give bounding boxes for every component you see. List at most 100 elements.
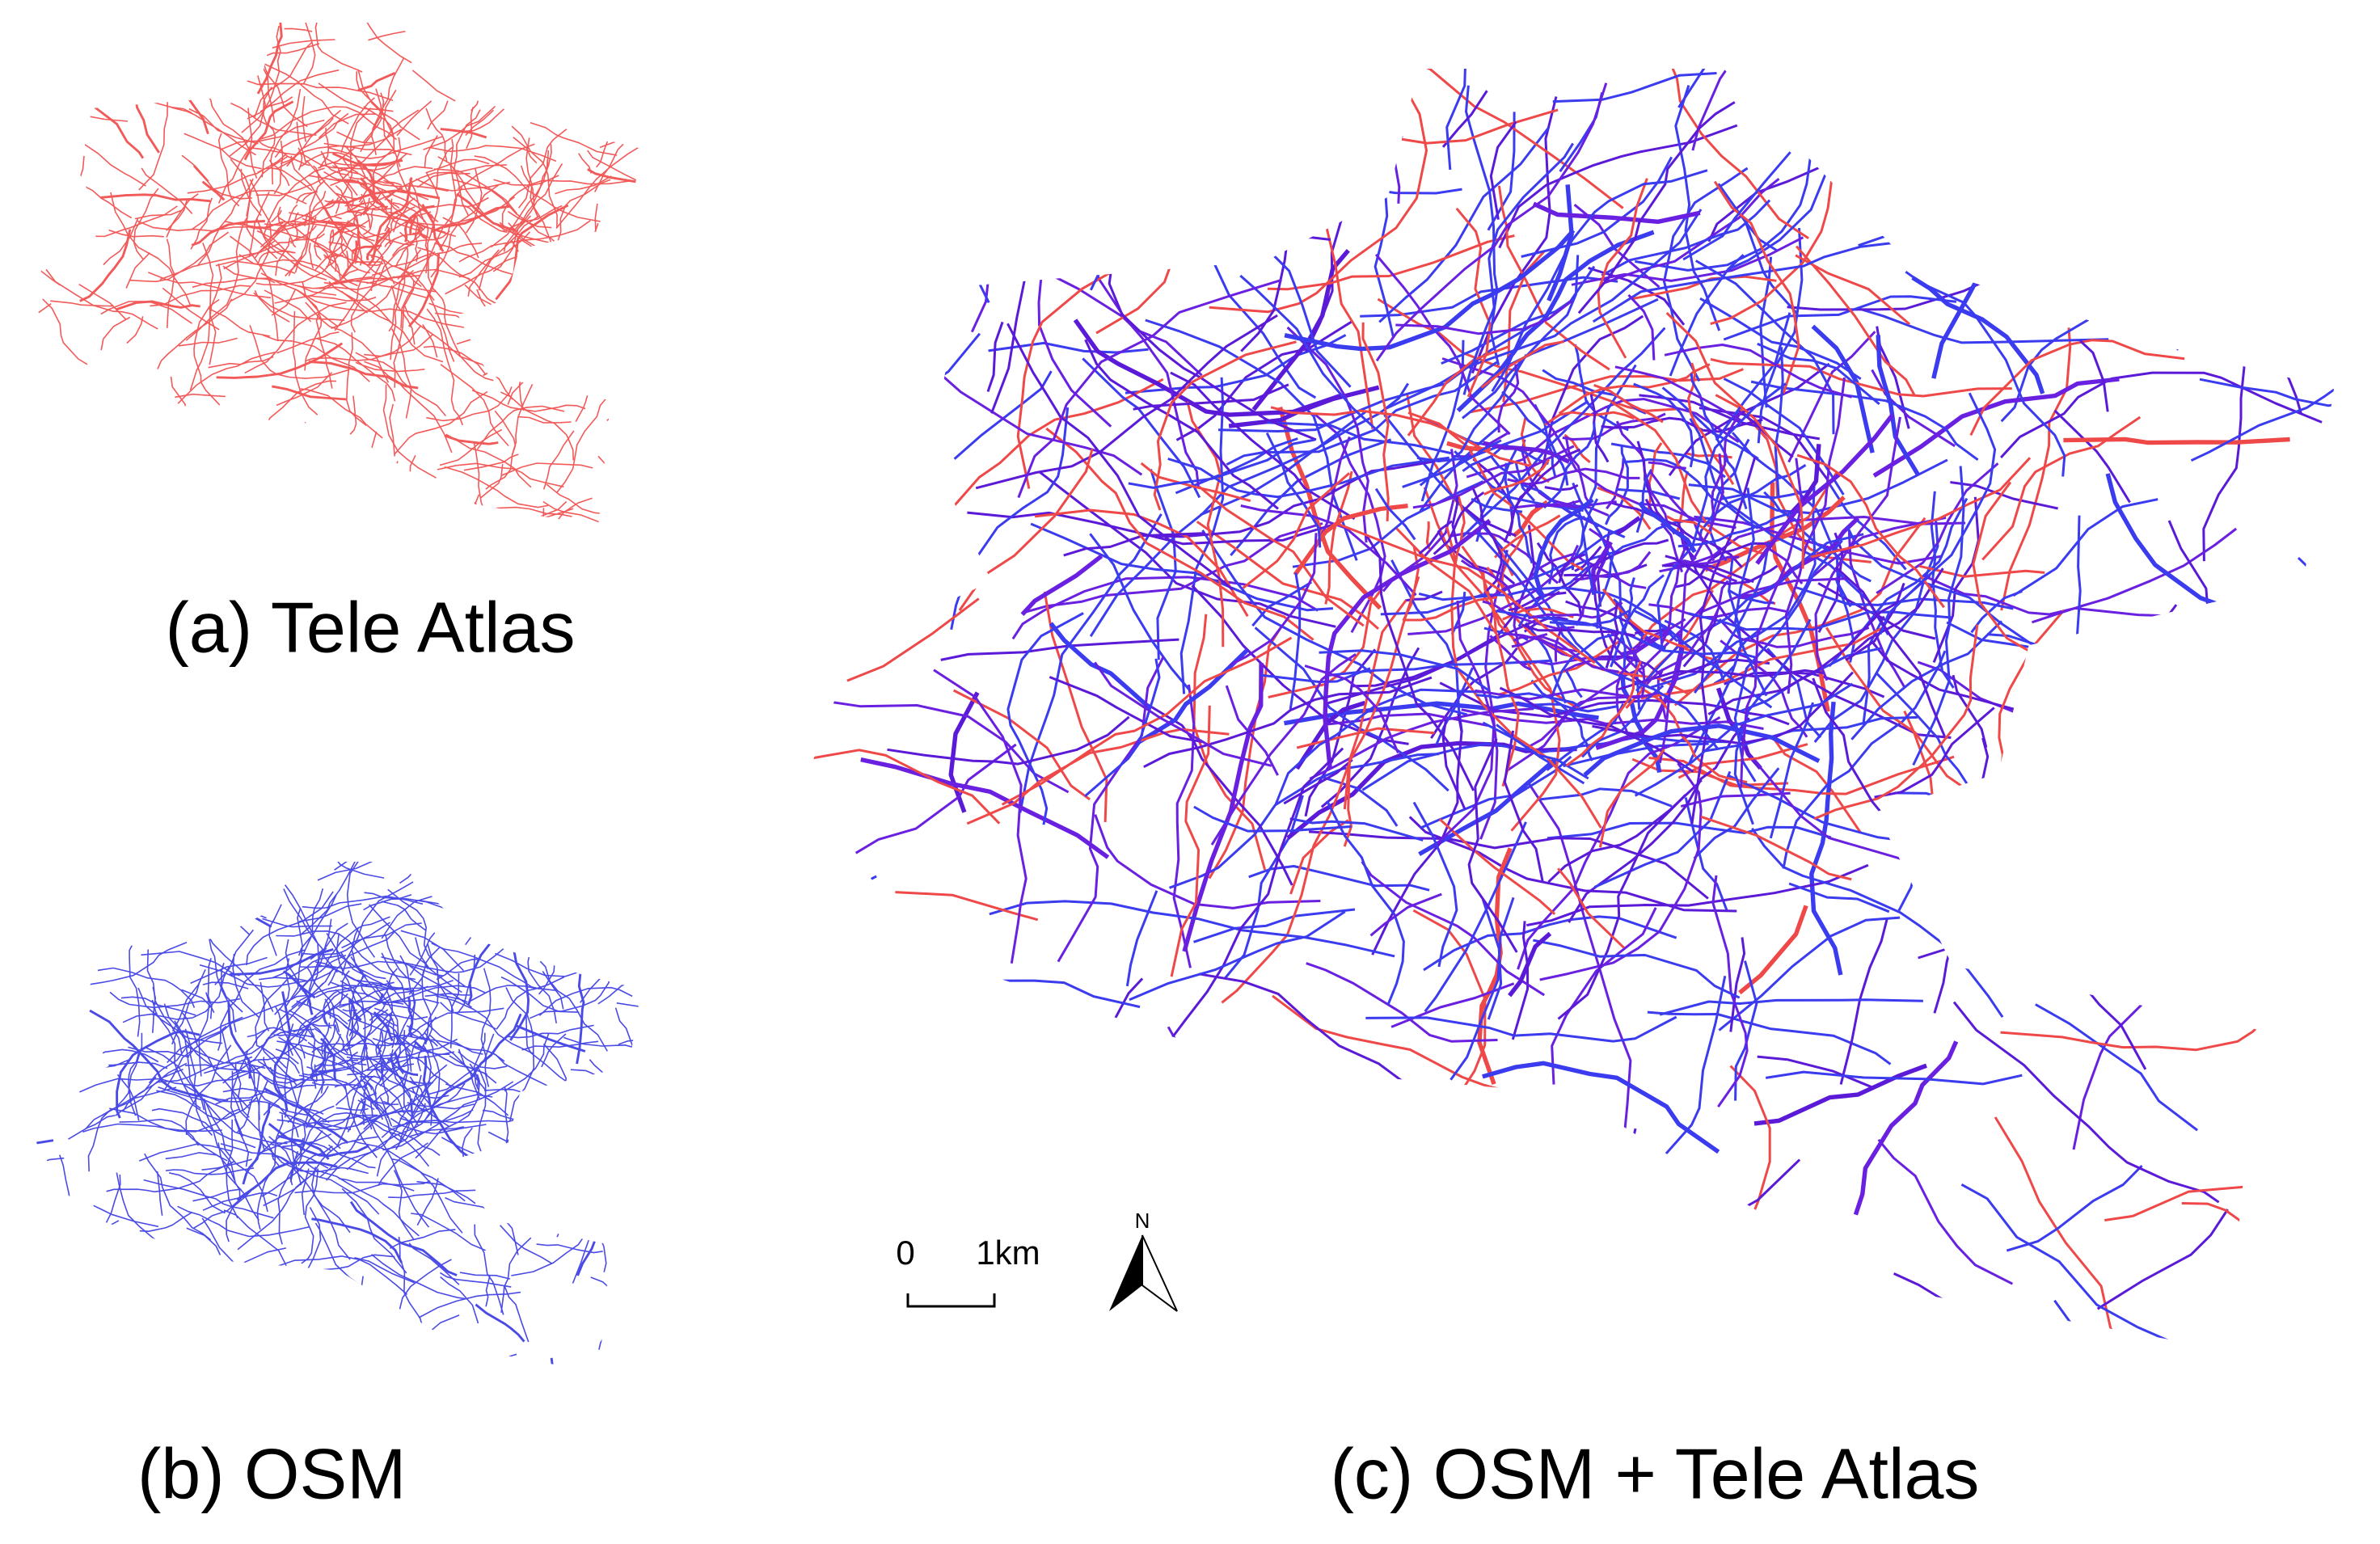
- road: [500, 391, 574, 461]
- road: [242, 1102, 271, 1185]
- road: [538, 986, 633, 1016]
- road: [452, 179, 558, 245]
- road: [1309, 830, 1709, 900]
- road: [247, 1057, 301, 1074]
- road: [1084, 658, 1161, 797]
- road: [1596, 550, 1616, 629]
- road: [1709, 438, 1750, 562]
- road: [1043, 591, 1108, 822]
- road: [1809, 701, 1843, 976]
- road: [298, 862, 357, 937]
- road: [1659, 998, 1923, 1016]
- road: [2032, 938, 2147, 1070]
- road: [2202, 331, 2249, 562]
- road: [137, 220, 271, 232]
- road: [1765, 1070, 2023, 1086]
- road: [156, 1171, 163, 1216]
- road: [1435, 667, 1474, 745]
- road: [418, 1291, 521, 1318]
- road: [587, 150, 641, 191]
- road: [499, 1086, 509, 1196]
- road: [606, 395, 641, 421]
- road: [273, 141, 284, 195]
- road: [308, 243, 314, 269]
- road: [1723, 378, 1845, 496]
- road: [272, 39, 335, 49]
- road: [264, 289, 312, 323]
- road: [275, 1006, 305, 1107]
- road: [1108, 234, 1317, 441]
- road: [1994, 1116, 2129, 1350]
- road: [1186, 401, 1225, 648]
- road: [616, 1002, 641, 1022]
- road: [314, 1112, 372, 1125]
- road: [244, 421, 306, 520]
- road: [327, 1144, 376, 1169]
- road: [590, 1276, 641, 1310]
- road: [329, 229, 335, 247]
- road: [258, 140, 310, 167]
- road: [1320, 647, 1420, 808]
- road: [373, 1007, 395, 1048]
- road: [1551, 907, 1657, 1085]
- road: [202, 981, 249, 989]
- road: [286, 109, 342, 167]
- road: [1320, 775, 1399, 827]
- road: [150, 285, 251, 307]
- road: [394, 1033, 401, 1064]
- road: [1814, 416, 1901, 681]
- road: [297, 276, 395, 291]
- road: [1191, 584, 1409, 745]
- road: [2032, 527, 2238, 624]
- road: [1513, 635, 1619, 673]
- road: [1639, 394, 1821, 441]
- road: [1600, 178, 1780, 286]
- road: [416, 1353, 517, 1373]
- road: [1585, 364, 1637, 508]
- road: [437, 462, 564, 487]
- road: [434, 243, 521, 277]
- road: [1324, 470, 1353, 605]
- road: [1023, 522, 1323, 614]
- road: [1757, 1055, 1874, 1089]
- road: [109, 1107, 222, 1132]
- road: [1787, 255, 2022, 311]
- road: [341, 1188, 407, 1274]
- road: [231, 1070, 281, 1168]
- road: [439, 138, 458, 251]
- road: [242, 221, 284, 230]
- road: [298, 954, 347, 990]
- road: [323, 254, 342, 281]
- road: [1665, 312, 1805, 569]
- road: [469, 441, 490, 526]
- road: [272, 991, 292, 1112]
- road: [78, 284, 127, 320]
- road: [222, 1087, 324, 1115]
- road: [1668, 362, 1830, 476]
- road: [335, 280, 427, 298]
- road: [241, 25, 281, 133]
- road: [306, 1105, 335, 1128]
- road: [274, 276, 373, 304]
- road: [1544, 483, 1579, 491]
- road: [346, 332, 367, 427]
- road: [400, 187, 463, 329]
- road: [546, 483, 617, 516]
- road: [382, 89, 401, 167]
- road: [165, 1152, 228, 1162]
- road: [331, 165, 449, 192]
- road: [1209, 69, 1428, 314]
- road: [518, 333, 613, 411]
- road: [174, 1020, 221, 1120]
- road: [260, 981, 270, 1031]
- road: [407, 253, 441, 327]
- road: [310, 190, 327, 223]
- road: [87, 1076, 157, 1172]
- road: [171, 981, 200, 1045]
- road: [1501, 390, 1569, 486]
- road: [221, 1031, 238, 1072]
- road: [1538, 787, 1673, 808]
- road: [309, 1026, 316, 1077]
- road: [2096, 1209, 2229, 1310]
- road: [321, 1022, 331, 1055]
